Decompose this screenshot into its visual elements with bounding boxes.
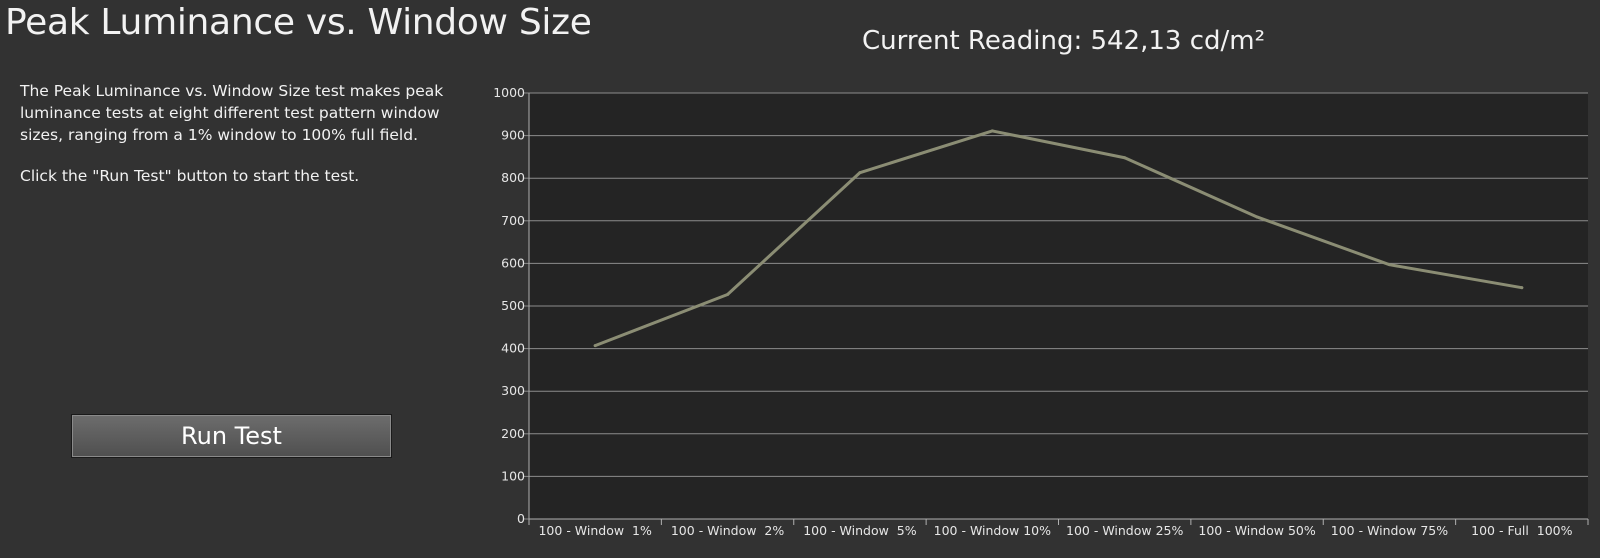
x-tick-label: 100 - Full 100%	[1471, 523, 1572, 538]
y-tick-label: 700	[501, 213, 525, 228]
data-point	[1123, 156, 1127, 160]
y-tick-label: 100	[501, 468, 525, 483]
run-test-hint: Click the "Run Test" button to start the…	[20, 167, 360, 185]
series-line	[593, 129, 1524, 348]
y-tick-label: 900	[501, 128, 525, 143]
x-tick-label: 100 - Window 5%	[803, 523, 917, 538]
page-title: Peak Luminance vs. Window Size	[5, 2, 592, 43]
x-tick-label: 100 - Window 1%	[538, 523, 652, 538]
y-tick-label: 600	[501, 255, 525, 270]
run-test-button[interactable]: Run Test	[71, 414, 392, 458]
y-tick-label: 800	[501, 170, 525, 185]
y-tick-label: 200	[501, 426, 525, 441]
data-point	[1520, 286, 1524, 290]
x-tick-label: 100 - Window 75%	[1331, 523, 1448, 538]
y-tick-label: 500	[501, 298, 525, 313]
current-reading: Current Reading: 542,13 cd/m²	[862, 26, 1266, 56]
x-tick-label: 100 - Window 10%	[934, 523, 1051, 538]
data-point	[990, 129, 994, 133]
x-tick-label: 100 - Window 25%	[1066, 523, 1183, 538]
data-point	[858, 171, 862, 175]
y-tick-label: 0	[517, 511, 525, 526]
data-point	[1255, 215, 1259, 219]
y-tick-label: 300	[501, 383, 525, 398]
test-description: The Peak Luminance vs. Window Size test …	[20, 82, 444, 144]
y-tick-label: 1000	[493, 85, 525, 100]
data-point	[1387, 263, 1391, 267]
data-point	[726, 292, 730, 296]
y-tick-label: 400	[501, 341, 525, 356]
x-tick-label: 100 - Window 50%	[1198, 523, 1315, 538]
x-tick-label: 100 - Window 2%	[671, 523, 785, 538]
data-point	[593, 344, 597, 348]
